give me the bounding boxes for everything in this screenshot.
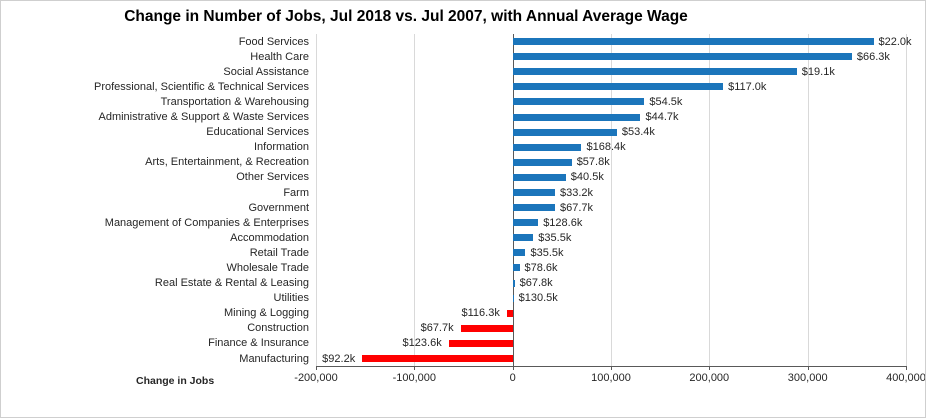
- positive-bar: [512, 279, 515, 287]
- positive-bar: [512, 113, 641, 121]
- positive-bar: [512, 68, 797, 76]
- category-label: Management of Companies & Enterprises: [104, 216, 309, 229]
- category-label: Professional, Scientific & Technical Ser…: [93, 80, 309, 93]
- x-tick-label: -200,000: [294, 372, 338, 384]
- positive-bar: [512, 173, 566, 181]
- category-label: Mining & Logging: [223, 307, 309, 320]
- positive-bar: [512, 234, 534, 242]
- gridline: [414, 34, 416, 366]
- category-label: Educational Services: [206, 126, 309, 139]
- wage-data-label: $33.2k: [560, 186, 594, 199]
- gridline: [709, 34, 711, 366]
- x-axis-tick: [414, 366, 416, 370]
- x-axis-tick: [611, 366, 612, 370]
- positive-bar: [512, 204, 555, 211]
- x-tick-label: 400,000: [886, 372, 926, 384]
- positive-bar: [512, 294, 514, 302]
- category-label: Other Services: [236, 171, 309, 184]
- wage-data-label: $40.5k: [570, 171, 604, 184]
- category-label: Farm: [283, 186, 309, 199]
- wage-data-label: $92.2k: [322, 352, 356, 365]
- x-axis-tick: [807, 366, 809, 370]
- category-label: Arts, Entertainment, & Recreation: [145, 156, 309, 169]
- x-tick-label: 0: [509, 372, 516, 384]
- wage-data-label: $44.7k: [645, 111, 679, 123]
- category-label: Government: [248, 201, 309, 214]
- category-label: Wholesale Trade: [226, 261, 309, 274]
- category-label: Accommodation: [230, 231, 309, 244]
- positive-bar: [512, 189, 555, 196]
- category-label: Food Services: [238, 35, 309, 48]
- positive-bar: [512, 219, 539, 227]
- gridline: [611, 34, 612, 366]
- positive-bar: [512, 98, 645, 106]
- wage-data-label: $67.7k: [560, 201, 594, 214]
- wage-data-label: $78.6k: [524, 261, 558, 274]
- category-label: Social Assistance: [223, 65, 309, 78]
- category-label: Finance & Insurance: [208, 337, 309, 350]
- wage-data-label: $53.4k: [621, 126, 655, 139]
- x-axis-tick: [316, 366, 317, 370]
- x-axis-tick: [512, 366, 514, 370]
- x-tick-label: 100,000: [591, 372, 631, 384]
- wage-data-label: $116.3k: [461, 307, 500, 320]
- x-tick-label: 300,000: [787, 372, 828, 384]
- positive-bar: [512, 128, 617, 136]
- positive-bar: [512, 264, 520, 272]
- wage-data-label: $57.8k: [576, 156, 610, 169]
- negative-bar: [460, 324, 513, 332]
- wage-data-label: $19.1k: [801, 65, 835, 78]
- positive-bar: [512, 83, 724, 91]
- wage-data-label: $67.7k: [420, 322, 454, 335]
- negative-bar: [362, 355, 513, 362]
- wage-data-label: $67.8k: [519, 277, 553, 289]
- wage-data-label: $130.5k: [518, 292, 558, 305]
- wage-data-label: $168.4k: [586, 141, 626, 154]
- x-axis-tick: [906, 366, 907, 370]
- positive-bar: [512, 38, 874, 45]
- positive-bar: [512, 158, 572, 166]
- chart-title: Change in Number of Jobs, Jul 2018 vs. J…: [124, 8, 688, 25]
- positive-bar: [512, 249, 526, 257]
- wage-data-label: $54.5k: [649, 95, 683, 108]
- wage-data-label: $117.0k: [728, 80, 767, 93]
- positive-bar: [512, 53, 852, 61]
- x-axis-title: Change in Jobs: [136, 375, 215, 387]
- x-axis-tick: [709, 366, 711, 370]
- category-label: Health Care: [250, 50, 309, 63]
- wage-data-label: $35.5k: [530, 246, 564, 259]
- category-label: Construction: [247, 322, 309, 335]
- gridline: [906, 34, 907, 366]
- plot-area: [316, 34, 907, 366]
- wage-data-label: $35.5k: [538, 231, 572, 244]
- wage-data-label: $66.3k: [856, 50, 890, 63]
- wage-data-label: $22.0k: [878, 35, 912, 48]
- wage-data-label: $128.6k: [543, 216, 583, 229]
- category-label: Manufacturing: [239, 352, 309, 365]
- negative-bar: [448, 339, 513, 347]
- gridline: [316, 34, 317, 366]
- negative-bar: [506, 309, 513, 317]
- category-label: Real Estate & Rental & Leasing: [154, 277, 309, 289]
- category-label: Information: [253, 141, 309, 154]
- category-label: Utilities: [273, 292, 309, 305]
- x-tick-label: -100,000: [392, 372, 437, 384]
- category-label: Transportation & Warehousing: [160, 95, 309, 108]
- category-label: Retail Trade: [249, 246, 309, 259]
- x-tick-label: 200,000: [689, 372, 730, 384]
- gridline: [807, 34, 809, 366]
- zero-axis-line: [512, 34, 514, 366]
- wage-data-label: $123.6k: [402, 337, 442, 350]
- category-label: Administrative & Support & Waste Service…: [98, 111, 309, 123]
- positive-bar: [512, 143, 582, 151]
